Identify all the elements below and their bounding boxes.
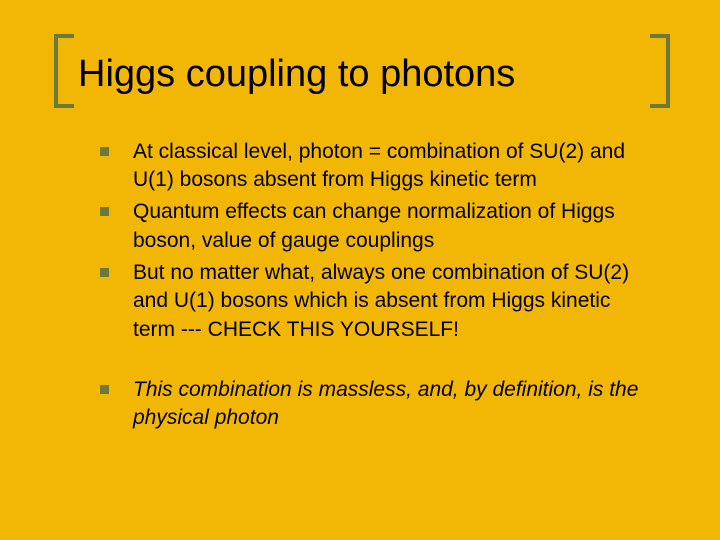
bullet-item: This combination is massless, and, by de… bbox=[100, 376, 640, 433]
bracket-left-icon bbox=[54, 34, 74, 108]
bullet-text: Quantum effects can change normalization… bbox=[133, 198, 640, 255]
spacer bbox=[100, 348, 640, 376]
bullet-item: But no matter what, always one combinati… bbox=[100, 259, 640, 344]
bullet-text: This combination is massless, and, by de… bbox=[133, 376, 640, 433]
bullet-marker-icon bbox=[100, 147, 109, 156]
title-area: Higgs coupling to photons bbox=[78, 48, 660, 102]
bullet-marker-icon bbox=[100, 207, 109, 216]
bullet-marker-icon bbox=[100, 268, 109, 277]
bracket-right-icon bbox=[650, 34, 670, 108]
bullet-list: At classical level, photon = combination… bbox=[100, 138, 640, 433]
bullet-text: But no matter what, always one combinati… bbox=[133, 259, 640, 344]
bullet-text: At classical level, photon = combination… bbox=[133, 138, 640, 195]
slide-title: Higgs coupling to photons bbox=[78, 48, 660, 102]
bullet-item: Quantum effects can change normalization… bbox=[100, 198, 640, 255]
slide-container: Higgs coupling to photons At classical l… bbox=[0, 0, 720, 540]
bullet-item: At classical level, photon = combination… bbox=[100, 138, 640, 195]
bullet-marker-icon bbox=[100, 385, 109, 394]
